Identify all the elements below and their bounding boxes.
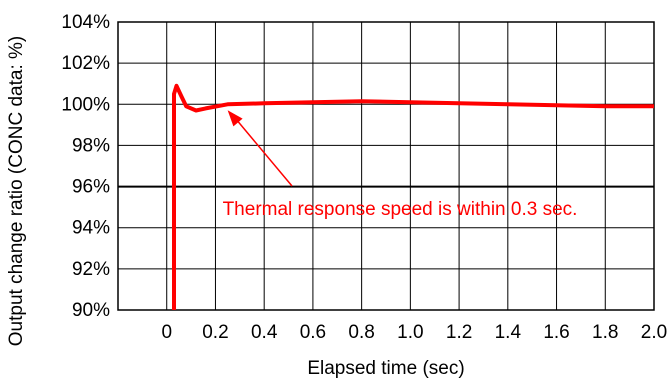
- y-tick-label: 104%: [61, 12, 110, 33]
- series-group: [172, 83, 654, 310]
- x-tick-label: 1.0: [397, 322, 423, 343]
- x-tick-label: 1.4: [495, 322, 522, 343]
- annotation-text: Thermal response speed is within 0.3 sec…: [223, 199, 578, 220]
- y-tick-label: 94%: [72, 218, 110, 239]
- x-tick-label: 0: [161, 322, 172, 343]
- annotation-arrow-head: [227, 110, 243, 127]
- y-tick-label: 90%: [72, 300, 110, 321]
- plot-area: [118, 22, 654, 310]
- annotation-group: Thermal response speed is within 0.3 sec…: [223, 110, 578, 220]
- grid-lines: [117, 21, 655, 311]
- annotation-arrow-line: [233, 115, 293, 187]
- y-tick-label: 92%: [72, 259, 110, 280]
- x-axis-label: Elapsed time (sec): [307, 358, 464, 379]
- series-line: [172, 83, 654, 310]
- y-tick-label: 102%: [61, 53, 110, 74]
- x-tick-label: 0.4: [251, 322, 278, 343]
- y-axis-label: Output change ratio (CONC data: %): [6, 36, 27, 346]
- x-tick-label: 0.2: [202, 322, 228, 343]
- plot-frame: [117, 21, 655, 311]
- x-tick-label: 0.8: [348, 322, 374, 343]
- y-tick-label: 100%: [61, 94, 110, 115]
- x-tick-label: 2.0: [641, 322, 667, 343]
- x-tick-labels: 0 0.2 0.4 0.6 0.8 1.0 1.2 1.4 1.6 1.8 2.0: [161, 322, 667, 343]
- y-tick-labels: 90% 92% 94% 96% 98% 100% 102% 104%: [61, 12, 110, 321]
- y-tick-label: 96%: [72, 177, 110, 198]
- y-tick-label: 98%: [72, 135, 110, 156]
- x-tick-label: 1.6: [543, 322, 569, 343]
- x-tick-label: 0.6: [300, 322, 326, 343]
- x-tick-label: 1.8: [592, 322, 618, 343]
- x-tick-label: 1.2: [446, 322, 472, 343]
